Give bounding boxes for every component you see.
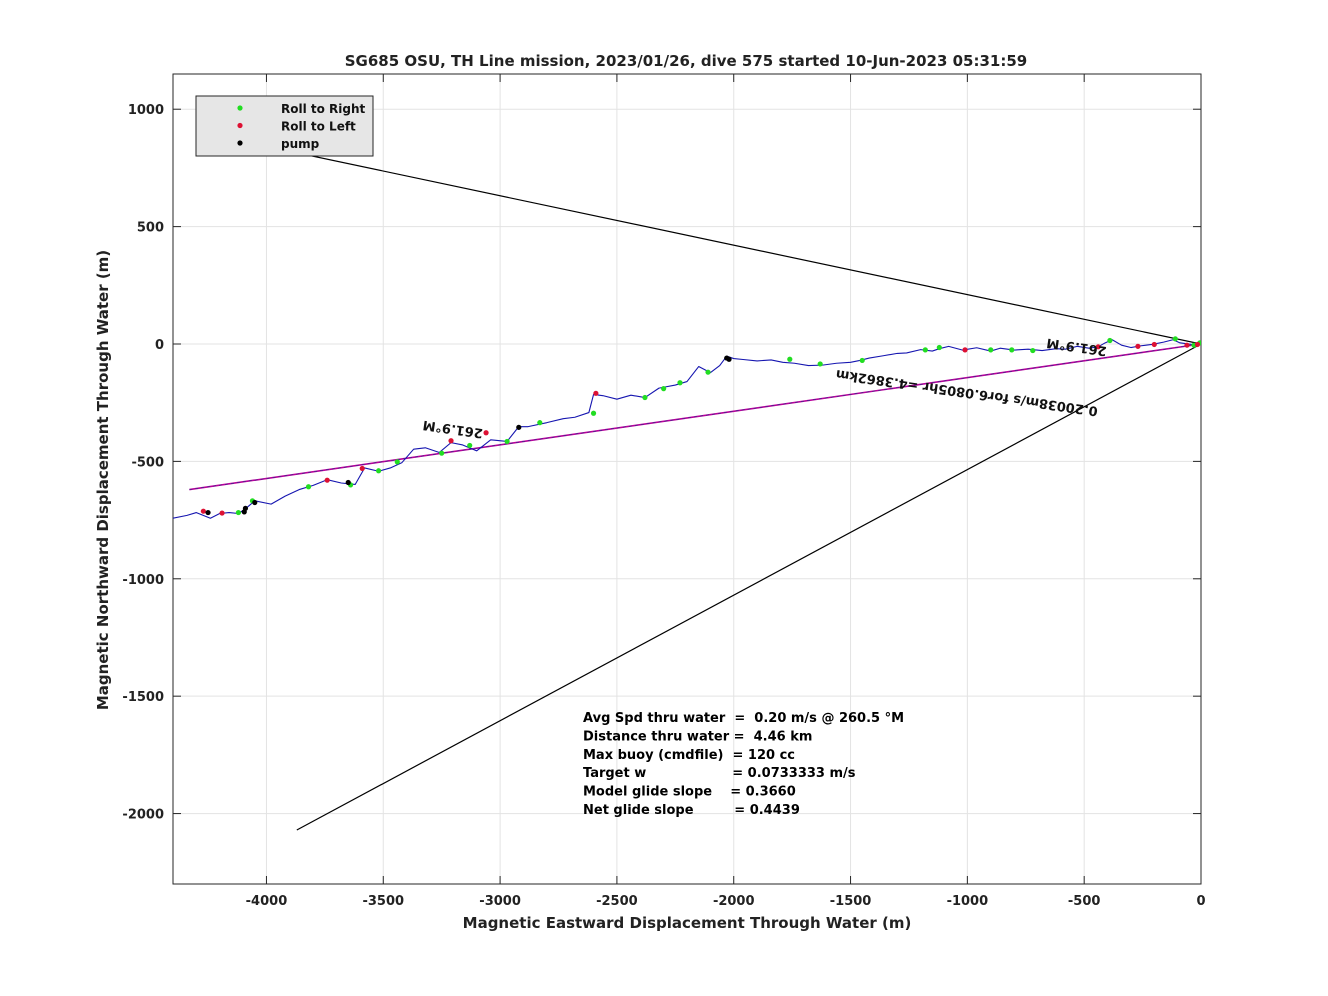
roll-left-point [1194, 341, 1201, 348]
grid [173, 74, 1202, 884]
roll-right-point [817, 361, 823, 367]
legend-marker [237, 105, 243, 111]
x-tick-label: -1000 [947, 894, 989, 909]
y-tick-label: 1000 [128, 103, 164, 118]
legend-box [195, 95, 374, 157]
pump-point [516, 424, 522, 430]
x-tick-label: 0 [1196, 894, 1205, 909]
roll-left-point [359, 465, 365, 472]
roll-left-point [1095, 344, 1101, 350]
pump-point [241, 509, 247, 515]
roll-right-point [467, 442, 473, 449]
stat-line: Model glide slope = 0.3660 [583, 785, 796, 800]
y-tick-label: -500 [131, 455, 164, 470]
roll-right-point [394, 459, 400, 465]
roll-left-point [593, 390, 599, 396]
y-tick-label: -1000 [122, 573, 164, 588]
pump-point [252, 499, 258, 506]
roll-right-point [439, 450, 445, 456]
roll-right-point [1172, 336, 1178, 342]
heading-line-overlay [189, 343, 1201, 490]
lower-bound [296, 343, 1201, 831]
roll-left-point [324, 477, 330, 483]
legend-label: pump [281, 137, 320, 151]
x-tick-label: -1500 [830, 894, 872, 909]
roll-left-point [1135, 343, 1141, 349]
stat-line: Net glide slope = 0.4439 [583, 803, 800, 818]
pump-point [726, 356, 732, 362]
roll-left-point [962, 347, 968, 353]
annotation-label: 261.9°M [422, 417, 484, 440]
roll-right-point [376, 468, 382, 474]
y-tick-label: -2000 [122, 808, 164, 823]
stat-line: Avg Spd thru water = 0.20 m/s @ 260.5 °M [583, 711, 904, 726]
y-axis-label: Magnetic Northward Displacement Through … [94, 250, 112, 710]
y-axis: 1000 500 0 -500 -1000 -1500 -2000 [122, 103, 1201, 823]
chart-title: SG685 OSU, TH Line mission, 2023/01/26, … [345, 52, 1028, 70]
roll-right-point [590, 410, 597, 416]
roll-right-point [235, 509, 242, 516]
y-tick-label: 500 [137, 221, 164, 236]
x-tick-label: -4000 [246, 894, 288, 909]
roll-right-point [936, 344, 942, 351]
markers [200, 336, 1201, 516]
pump-point [345, 479, 351, 486]
x-axis: -4000 -3500 -3000 -2500 -2000 -1500 -1000 -500 0 [246, 74, 1206, 909]
roll-left-point [219, 510, 225, 516]
reference-lines [189, 130, 1201, 831]
roll-left-point [1151, 341, 1157, 348]
roll-right-point [642, 394, 648, 401]
roll-right-point [305, 484, 312, 490]
roll-right-point [504, 438, 510, 445]
upper-bound [196, 130, 1201, 345]
stat-line: Target w = 0.0733333 m/s [583, 766, 856, 781]
roll-right-point [922, 347, 928, 353]
stat-line: Distance thru water = 4.46 km [583, 729, 812, 744]
legend-marker [237, 122, 243, 129]
legend-marker [237, 140, 243, 146]
pump-point [205, 509, 211, 516]
x-tick-label: -2000 [713, 894, 755, 909]
roll-right-point [1107, 337, 1113, 344]
plot-area [173, 130, 1201, 831]
x-tick-label: -3000 [479, 894, 521, 909]
y-tick-label: 0 [155, 338, 164, 353]
x-tick-label: -3500 [362, 894, 404, 909]
annotation-label: 261.9°M [1046, 335, 1108, 358]
roll-right-point [988, 347, 994, 353]
roll-left-point [200, 508, 206, 514]
roll-right-point [661, 386, 667, 392]
roll-right-point [705, 369, 711, 375]
stats-block: Avg Spd thru water = 0.20 m/s @ 260.5 °M… [583, 711, 904, 818]
legend: Roll to Right Roll to Left pump [195, 95, 374, 157]
roll-left-point [1184, 342, 1190, 348]
plot-frame [172, 73, 1202, 885]
x-tick-label: -2500 [596, 894, 638, 909]
roll-right-point [537, 420, 543, 426]
roll-right-point [677, 380, 683, 386]
roll-left-point [483, 430, 489, 436]
roll-right-point [1009, 347, 1015, 353]
roll-right-point [859, 357, 865, 364]
y-tick-label: -1500 [122, 690, 164, 705]
roll-right-point [787, 356, 793, 362]
x-axis-label: Magnetic Eastward Displacement Through W… [463, 914, 912, 932]
stat-line: Max buoy (cmdfile) = 120 cc [583, 748, 795, 763]
roll-right-point [1030, 347, 1036, 354]
legend-label: Roll to Left [281, 120, 356, 134]
legend-label: Roll to Right [281, 102, 366, 116]
x-tick-label: -500 [1068, 894, 1101, 909]
roll-left-point [448, 438, 454, 444]
